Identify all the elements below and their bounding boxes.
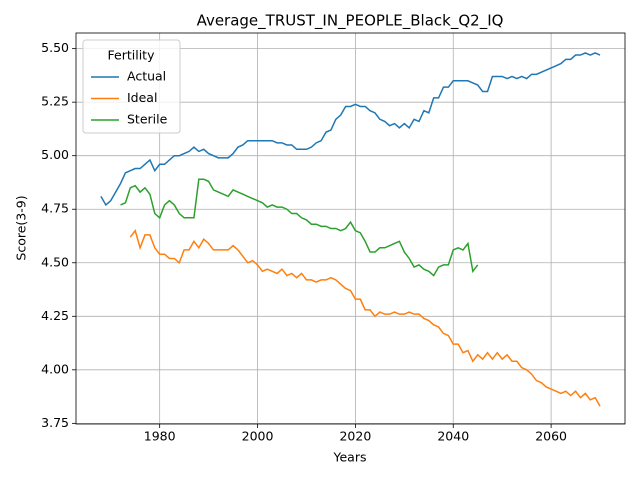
legend-title: Fertility [108,48,156,63]
y-tick-label: 4.75 [41,201,69,216]
x-tick-label: 2060 [535,429,567,444]
y-axis-label: Score(3-9) [14,195,29,260]
y-tick-label: 4.50 [41,254,69,269]
chart-title: Average_TRUST_IN_PEOPLE_Black_Q2_IQ [197,12,504,31]
x-tick-label: 1980 [144,429,176,444]
x-tick-label: 2020 [339,429,371,444]
legend-box [82,39,181,134]
y-tick-label: 4.00 [41,361,69,376]
y-tick-label: 5.25 [41,94,69,109]
y-tick-label: 5.50 [41,40,69,55]
legend-label: Ideal [127,90,157,105]
legend-label: Sterile [127,112,168,127]
plot-frame [75,32,626,425]
x-axis-label: Years [333,450,367,465]
y-tick-label: 3.75 [41,415,69,430]
line-series [100,52,601,207]
x-tick-label: 2000 [242,429,274,444]
line-series [120,178,479,277]
legend-label: Actual [127,69,166,84]
x-tick-label: 2040 [437,429,469,444]
y-tick-label: 4.25 [41,308,69,323]
line-series [129,228,601,407]
y-tick-label: 5.00 [41,147,69,162]
